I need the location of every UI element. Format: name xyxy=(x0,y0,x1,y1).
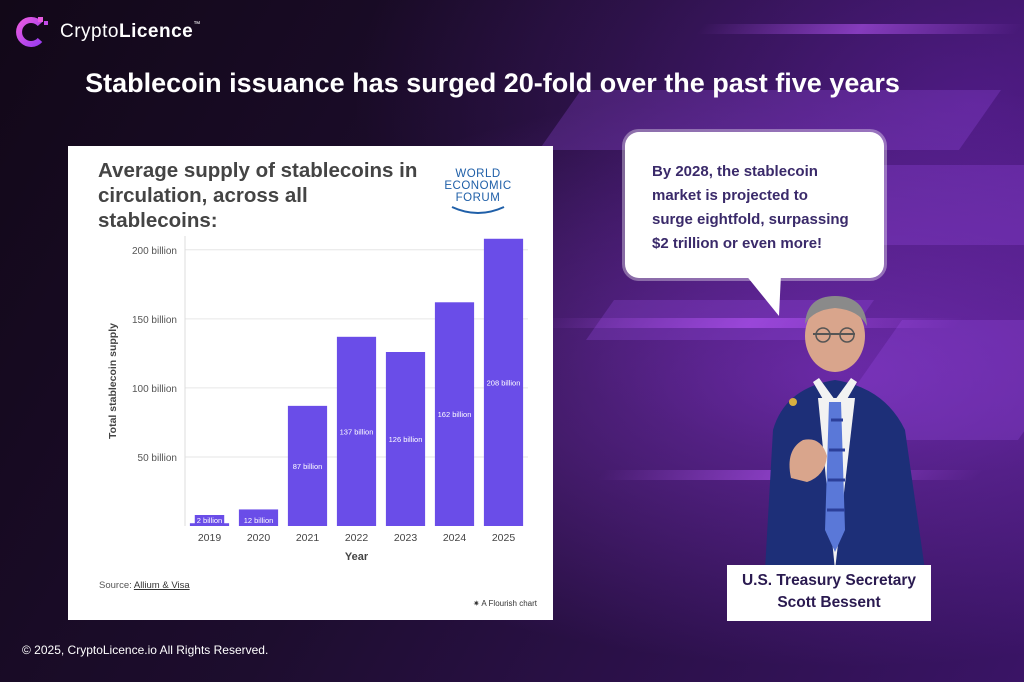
data-label: 87 billion xyxy=(293,462,323,471)
y-tick-label: 50 billion xyxy=(138,453,177,464)
bubble-tail xyxy=(745,274,781,316)
x-tick-label: 2023 xyxy=(394,532,418,544)
chart-title: Average supply of stablecoins in circula… xyxy=(98,159,418,232)
data-label: 126 billion xyxy=(389,435,423,444)
x-tick-label: 2019 xyxy=(198,532,222,544)
data-label: 208 billion xyxy=(487,378,521,387)
data-label: 137 billion xyxy=(340,427,374,436)
bar-chart: 50 billion 100 billion 150 billion 200 bill… xyxy=(107,236,528,563)
bar xyxy=(385,352,426,526)
y-axis-label: Total stablecoin supply xyxy=(107,323,119,439)
data-label: 12 billion xyxy=(244,516,274,525)
y-tick-label: 200 billion xyxy=(132,246,177,257)
data-label-bg xyxy=(194,515,225,525)
speaker-caption: U.S. Treasury Secretary Scott Bessent xyxy=(727,565,931,621)
chart-card: 50 billion 100 billion 150 billion 200 bill… xyxy=(68,146,553,620)
flourish-icon: ✷ xyxy=(472,599,480,608)
brand-name: CryptoLicence™ xyxy=(60,21,201,42)
bar xyxy=(483,238,524,526)
speaker-name: Scott Bessent xyxy=(777,594,881,611)
speaker-title: U.S. Treasury Secretary xyxy=(741,572,917,589)
x-tick-label: 2024 xyxy=(443,532,467,544)
wef-arc-icon xyxy=(451,206,505,214)
source-link[interactable]: Allium & Visa xyxy=(133,580,190,591)
quote-bubble: By 2028, the stablecoin market is projec… xyxy=(625,132,884,278)
wef-logo: WORLD ECONOMIC FORUM xyxy=(438,168,518,215)
bar xyxy=(336,336,377,526)
chart-source: Source: Allium & Visa xyxy=(99,580,190,591)
x-axis-label: Year xyxy=(345,551,369,563)
bar xyxy=(287,405,328,526)
data-label: 2 billion xyxy=(197,516,222,525)
x-tick-label: 2022 xyxy=(345,532,369,544)
y-tick-label: 100 billion xyxy=(132,384,177,395)
flourish-credit[interactable]: ✷ A Flourish chart xyxy=(472,599,537,608)
x-tick-label: 2025 xyxy=(492,532,516,544)
data-label-bg xyxy=(241,515,276,525)
headline: Stablecoin issuance has surged 20-fold o… xyxy=(85,68,900,98)
brand-logo: CryptoLicence™ xyxy=(14,14,201,50)
x-tick-label: 2020 xyxy=(247,532,271,544)
y-tick-label: 150 billion xyxy=(132,315,177,326)
speaker-photo xyxy=(765,296,925,570)
bar xyxy=(434,302,475,526)
data-label: 162 billion xyxy=(438,410,472,419)
x-tick-label: 2021 xyxy=(296,532,320,544)
copyright: © 2025, CryptoLicence.io All Rights Rese… xyxy=(22,643,269,657)
quote-text: By 2028, the stablecoin market is projec… xyxy=(652,163,849,252)
brand-mark-icon xyxy=(16,17,48,47)
